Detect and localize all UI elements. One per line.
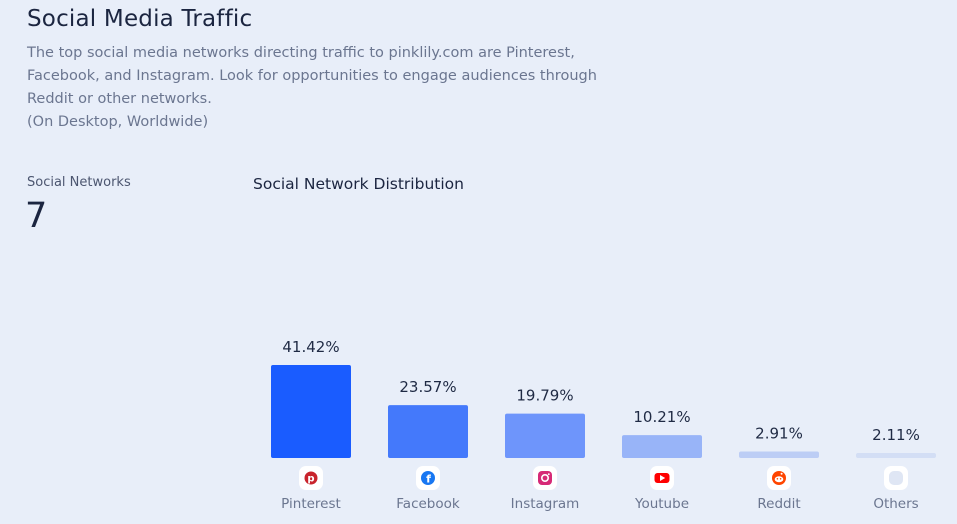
instagram-icon-frame [538, 471, 552, 485]
category-label: Youtube [634, 496, 689, 512]
description-line: The top social media networks directing … [27, 45, 575, 61]
description-line: Facebook, and Instagram. Look for opport… [27, 68, 597, 84]
section-title: Social Media Traffic [27, 6, 253, 32]
pinterest-icon-glyph: p [307, 474, 314, 485]
instagram-icon-dot [547, 473, 550, 476]
data-label: 41.42% [282, 338, 339, 356]
bar-reddit [739, 451, 819, 458]
instagram-icon-lens [540, 473, 549, 482]
category-label: Others [873, 496, 918, 512]
section-description: The top social media networks directing … [27, 42, 627, 134]
social-networks-label: Social Networks [27, 175, 131, 190]
bar-youtube [622, 435, 702, 458]
bar-group-youtube: 10.21% Youtube [622, 408, 702, 512]
data-label: 10.21% [633, 408, 690, 426]
reddit-icon-antenna [780, 472, 783, 475]
category-label: Reddit [757, 496, 800, 512]
chart-title: Social Network Distribution [253, 175, 464, 193]
bar-facebook [388, 405, 468, 458]
bar-group-pinterest: 41.42% p Pinterest [271, 338, 351, 512]
youtube-icon-play [660, 475, 666, 481]
bar-instagram [505, 413, 585, 458]
bar-group-instagram: 19.79% Instagram [505, 387, 585, 512]
bar-others [856, 453, 936, 458]
category-label: Pinterest [281, 496, 341, 512]
facebook-icon-circle [421, 471, 435, 485]
description-line: Reddit or other networks. [27, 91, 212, 107]
bar-group-reddit: 2.91% Reddit [739, 424, 819, 512]
reddit-icon-eye [779, 478, 782, 480]
social-networks-count: 7 [25, 196, 48, 236]
description-scope: (On Desktop, Worldwide) [27, 114, 209, 130]
bar-pinterest [271, 365, 351, 458]
data-label: 23.57% [399, 378, 456, 396]
bar-group-facebook: 23.57% f Facebook [388, 378, 468, 512]
others-icon-shape [889, 471, 903, 485]
category-label: Instagram [511, 496, 580, 512]
bar-group-others: 2.11% Others [856, 426, 936, 512]
reddit-icon-eye [776, 478, 779, 480]
data-label: 2.91% [755, 424, 803, 442]
pinterest-icon-circle [304, 471, 318, 485]
data-label: 2.11% [872, 426, 920, 444]
category-label: Facebook [396, 496, 460, 512]
facebook-icon-glyph: f [426, 473, 431, 486]
data-label: 19.79% [516, 387, 573, 405]
reddit-icon-face [774, 476, 784, 483]
